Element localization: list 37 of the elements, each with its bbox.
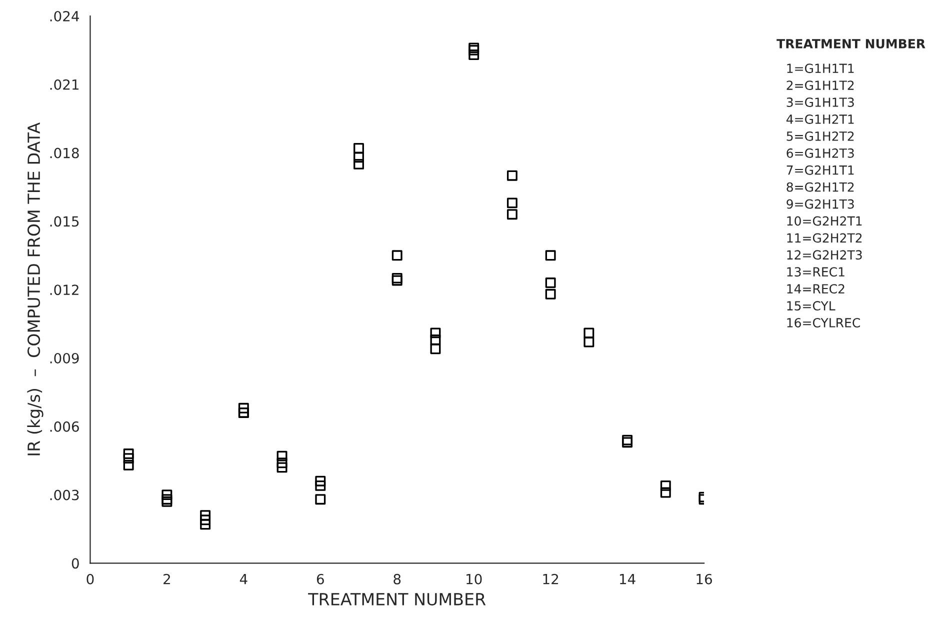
y-tick-label: .021 [50, 79, 79, 90]
x-tick-label: 16 [696, 574, 712, 584]
text: 16=CYLREC [787, 318, 860, 328]
x-tick-label: 6 [316, 574, 324, 584]
text: 1=G1H1T1 [787, 64, 854, 74]
y-tick-label: .012 [50, 284, 78, 296]
x-tick-label: 10 [466, 574, 482, 584]
y-tick-label: .015 [50, 216, 79, 227]
text: 10=G2H2T1 [787, 216, 862, 226]
y-tick-label: 0 [72, 558, 79, 569]
x-tick-label: 12 [543, 574, 558, 584]
y-tick-label: .003 [50, 490, 79, 500]
text: 12=G2H2T3 [787, 250, 862, 260]
text: 4=G1H2T1 [786, 114, 854, 124]
x-tick-label: 2 [164, 574, 170, 584]
y-tick-label: .009 [50, 352, 79, 364]
x-axis-title: TREATMENT NUMBER [308, 593, 486, 606]
x-tick-label: 8 [394, 574, 401, 584]
y-tick-label: .024 [50, 10, 80, 22]
x-tick-label: 4 [240, 574, 248, 584]
x-tick-label: 14 [620, 574, 636, 584]
text: 14=REC2 [787, 284, 844, 294]
text: 11=G2H2T2 [787, 233, 862, 243]
x-tick-label: 0 [86, 574, 94, 584]
y-tick-label: .006 [50, 421, 79, 432]
text: TREATMENT NUMBER [776, 39, 926, 48]
text: 9=G2H1T3 [786, 199, 854, 209]
text: 15=CYL [787, 301, 836, 311]
text: 8=G2H1T2 [786, 182, 854, 192]
y-axis-title: IR (kg/s) – COMPUTED FROM THE DATA [27, 122, 44, 456]
text: 13=REC1 [787, 267, 844, 277]
text: 7=G2H1T1 [786, 165, 854, 175]
y-tick-label: .018 [50, 148, 79, 158]
text: 5=G1H2T2 [786, 131, 854, 141]
text: 6=G1H2T3 [786, 148, 854, 158]
text: 2=G1H1T2 [786, 80, 854, 90]
text: 3=G1H1T3 [786, 98, 854, 107]
